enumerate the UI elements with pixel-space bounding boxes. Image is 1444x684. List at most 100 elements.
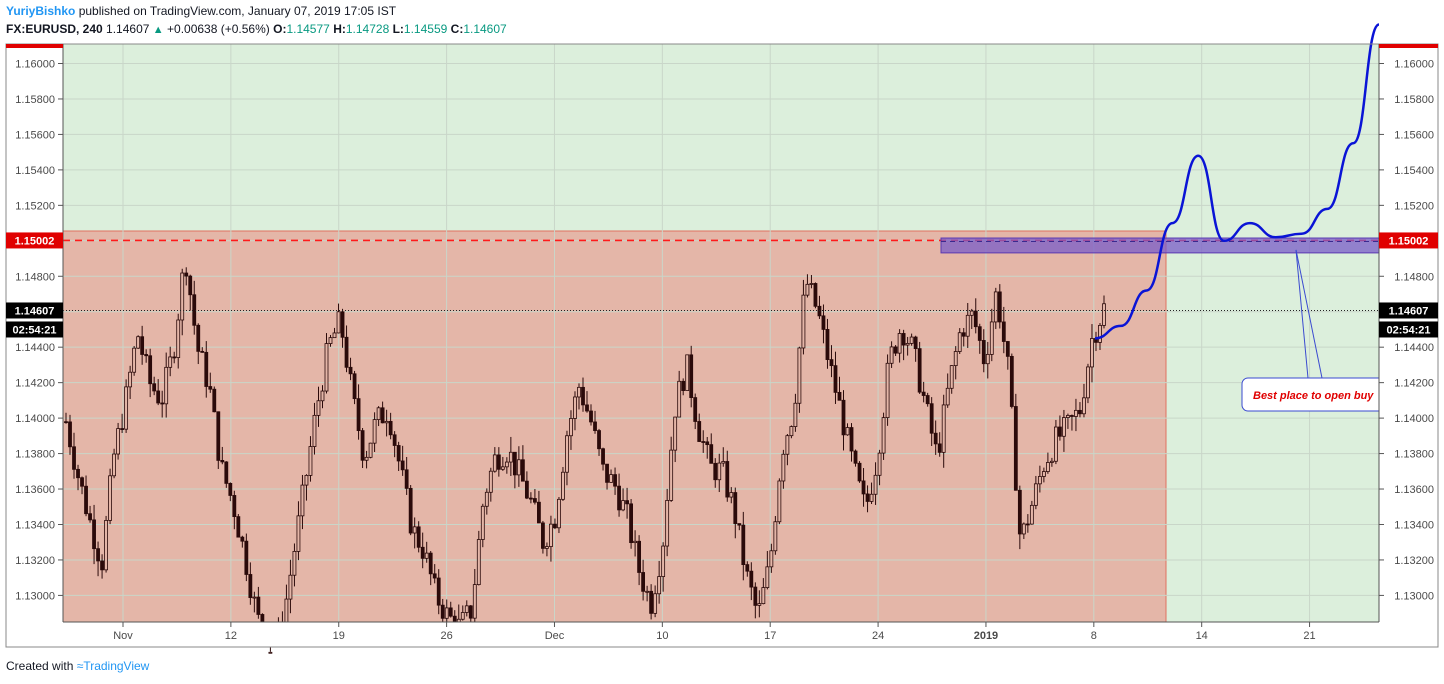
close-label: C: [450,22,464,36]
y-tick-label: 1.15600 [1394,129,1434,141]
candle-body [168,356,173,368]
candle-body [865,493,870,502]
candle-body [124,386,129,430]
x-tick-label: Dec [545,630,565,642]
candle-body [144,354,149,357]
candle-body [104,520,108,571]
candle-body [689,354,694,398]
candle-body [368,442,373,458]
candle-body [893,346,898,354]
candle-body [765,566,770,588]
candle-body [825,329,830,360]
candle-body [1090,338,1094,368]
resistance-price-label-bg [6,232,63,249]
candle-body [300,484,305,517]
candle-body [220,460,225,463]
candle-body [677,380,682,418]
y-tick-label: 1.13400 [1394,519,1434,531]
candle-body [416,526,421,548]
candle-body [448,607,453,617]
candle-body [484,491,489,507]
y-tick-label: 1.14400 [1394,342,1434,354]
candle-body [557,498,561,529]
candle-body [705,441,710,446]
candle-body [813,283,818,307]
candle-body [408,487,413,534]
left-top-marker [6,44,63,48]
candle-body [797,347,802,404]
candle-body [92,519,96,550]
candle-body [877,452,882,476]
candle-body [725,461,730,498]
candle-body [356,398,361,432]
symbol-legend: FX:EURUSD, 240 1.14607 ▲ +0.00638 (+0.56… [6,22,507,36]
candle-body [1062,417,1066,437]
candle-body [524,480,529,499]
candle-body [717,462,722,481]
candle-body [769,550,774,568]
x-tick-label: 21 [1303,630,1315,642]
candle-body [1017,489,1022,535]
candle-body [384,420,389,424]
candle-body [472,584,477,619]
y-tick-label: 1.13600 [1394,484,1434,496]
countdown-label-bg [1379,321,1438,338]
candle-body [428,552,433,575]
candle-body [420,546,425,559]
candle-body [905,342,910,346]
up-arrow-icon: ▲ [152,24,164,36]
candle-body [545,546,549,549]
y-tick-label: 1.13600 [15,484,55,496]
candle-body [749,570,754,588]
candle-body [512,451,517,476]
candle-body [296,515,301,552]
resistance-price-label-bg [1379,232,1438,249]
published-text: published on TradingView.com, January 07… [78,4,397,18]
close-value: 1.14607 [463,22,507,36]
symbol-label: FX:EURUSD, 240 [6,22,103,36]
candle-body [232,495,237,518]
candle-body [284,598,289,623]
candle-body [537,501,541,524]
candle-body [508,451,513,463]
y-tick-label: 1.13200 [1394,555,1434,567]
candle-body [565,435,569,473]
candle-body [324,343,329,392]
candle-body [480,505,485,540]
candle-body [561,471,565,500]
candle-body [997,291,1002,323]
candle-body [404,469,409,489]
candle-body [949,365,954,389]
time-axis[interactable] [6,622,1438,647]
candle-body [889,346,894,364]
candle-body [100,560,104,571]
tradingview-link[interactable]: TradingView [83,659,150,673]
candle-body [492,454,497,472]
candle-body [212,388,217,413]
candle-body [713,462,718,481]
candle-body [1025,523,1030,526]
candle-body [1066,415,1070,418]
candle-body [845,427,850,436]
candle-body [801,294,806,349]
callout-pointer [1295,249,1309,379]
author-link[interactable]: YuriyBishko [6,4,76,18]
candle-body [256,596,261,615]
candle-body [993,291,998,323]
candle-body [553,523,557,529]
candle-body [372,419,377,444]
resistance-price-label: 1.15002 [15,235,55,247]
low-value: 1.14559 [403,22,448,36]
candle-body [136,336,141,349]
candle-body [753,586,758,606]
candle-body [1041,471,1046,477]
candle-body [148,355,153,385]
candle-body [1037,476,1042,485]
current-price-label-bg [6,302,63,319]
candle-body [432,573,437,579]
right-top-marker [1379,44,1438,48]
candle-body [857,462,862,482]
price-change: +0.00638 (+0.56%) [167,22,270,36]
candle-body [665,500,670,547]
